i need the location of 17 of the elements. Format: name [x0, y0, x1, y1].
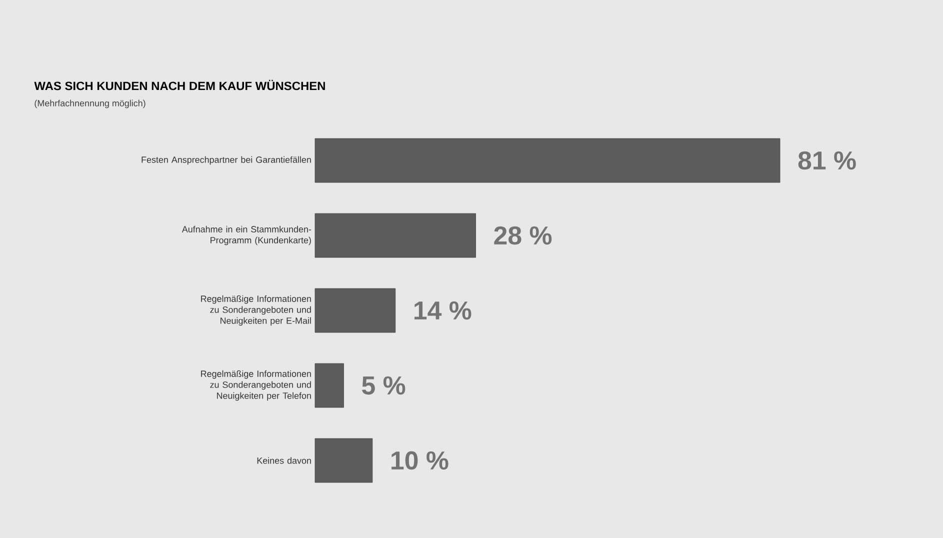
- bar: [314, 138, 780, 183]
- y-tick-label: Regelmäßige Informationen zu Sonderangeboten und Neuigkeiten per E-Mail: [201, 295, 311, 326]
- bar: [314, 363, 344, 408]
- y-tick-label: Keines davon: [257, 457, 311, 464]
- text: (Mehrfachnennung möglich): [34, 100, 146, 108]
- text: WAS SICH KUNDEN NACH DEM KAUF WÜNSCHEN: [34, 80, 325, 90]
- data-label: 5 %: [362, 376, 406, 395]
- bar: [314, 288, 396, 333]
- bar: [314, 438, 373, 483]
- y-tick-label: Aufnahme in ein Stammkunden-Programm (Kundenkarte): [182, 226, 312, 246]
- data-label: 81 %: [798, 151, 856, 170]
- data-label: 28 %: [494, 226, 552, 245]
- y-tick-label: Regelmäßige Informationen zu Sonderangeboten und Neuigkeiten per Telefon: [201, 370, 311, 401]
- data-label: 14 %: [414, 301, 472, 320]
- y-tick-label: Festen Ansprechpartner bei Garantiefällen: [142, 156, 311, 165]
- data-label: 10 %: [392, 451, 448, 470]
- bar: [314, 213, 476, 258]
